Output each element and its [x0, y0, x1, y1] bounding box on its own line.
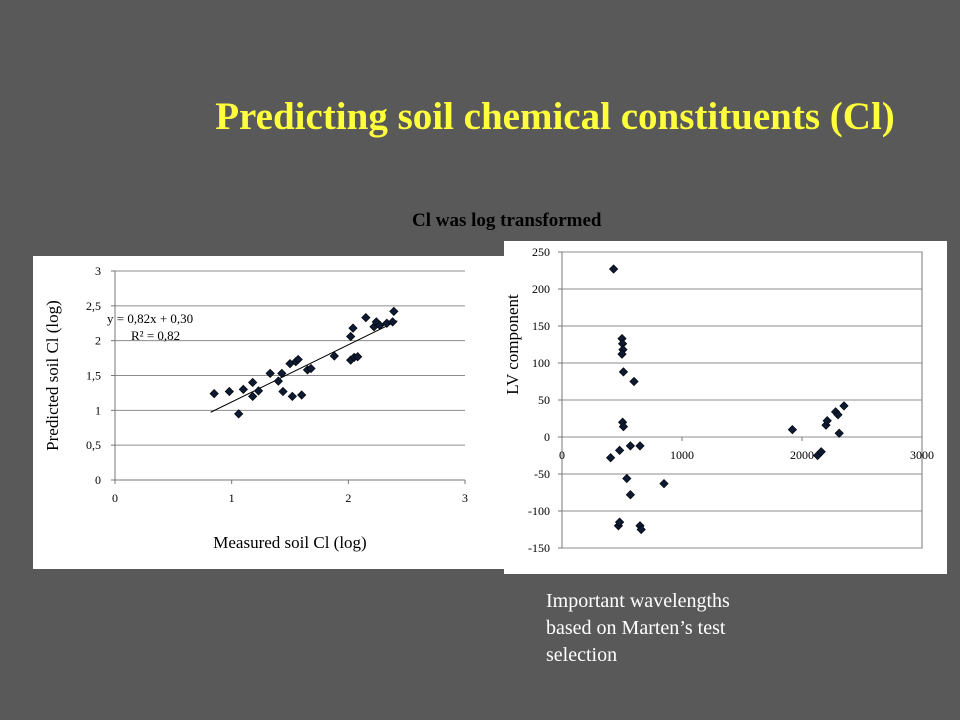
data-point — [625, 441, 636, 451]
data-point — [361, 313, 371, 323]
note-line: Important wavelengths — [546, 590, 730, 612]
data-point — [629, 376, 639, 387]
data-point — [348, 323, 358, 333]
data-point — [617, 349, 627, 359]
x-tick-label: 1 — [229, 491, 235, 505]
data-point — [614, 445, 625, 455]
data-point — [625, 490, 636, 500]
data-point — [248, 391, 258, 402]
y-tick-label: 2,5 — [86, 299, 101, 313]
trendline — [210, 320, 398, 413]
y-tick-label: 150 — [532, 319, 550, 333]
wavelength-note: Important wavelengths based on Marten’s … — [546, 588, 806, 669]
data-point — [821, 420, 831, 430]
x-tick-label: 2 — [345, 491, 351, 505]
data-point — [622, 473, 632, 484]
note-line: selection — [546, 644, 618, 666]
y-tick-label: 0 — [544, 430, 550, 444]
y-tick-label: 2 — [95, 334, 101, 348]
data-point — [636, 524, 646, 535]
data-point — [234, 409, 244, 419]
x-tick-label: 2000 — [790, 448, 814, 462]
data-point — [816, 447, 826, 457]
y-tick-label: 100 — [532, 356, 550, 370]
data-point — [608, 264, 619, 274]
data-point — [209, 388, 219, 399]
data-point — [353, 352, 363, 362]
data-point — [273, 376, 283, 386]
data-point — [293, 354, 303, 365]
data-point — [265, 368, 275, 379]
x-axis-label: Measured soil Cl (log) — [213, 533, 366, 552]
y-axis-label: LV component — [503, 294, 522, 395]
data-point — [375, 320, 385, 330]
y-axis-label: Predicted soil Cl (log) — [43, 300, 62, 451]
data-point — [329, 351, 339, 361]
trendline-equation: y = 0,82x + 0,30 — [107, 311, 193, 326]
data-point — [822, 416, 832, 426]
data-point — [833, 410, 843, 420]
y-tick-label: -100 — [528, 504, 550, 518]
data-point — [287, 391, 297, 402]
data-point — [297, 390, 307, 400]
lv-component-scatter-chart: -150 -100 -50 0 50 100 150 200 250 0 1000 2000 3000 L… — [503, 245, 934, 555]
data-point — [635, 441, 645, 451]
x-tick-label: 1000 — [670, 448, 694, 462]
data-point — [238, 384, 248, 395]
data-point — [388, 317, 398, 327]
prediction-scatter-chart: 0 0,5 1 1,5 2 2,5 3 0 1 2 3 y = 0,82x + 0,30 R² = 0,… — [43, 264, 468, 552]
x-tick-label: 0 — [112, 491, 118, 505]
data-point — [248, 377, 258, 388]
data-point — [659, 478, 669, 489]
data-point — [839, 401, 849, 411]
y-tick-label: 50 — [538, 393, 550, 407]
x-tick-label: 0 — [559, 448, 565, 462]
data-point — [278, 386, 288, 397]
y-tick-label: 200 — [532, 282, 550, 296]
y-tick-label: -50 — [534, 467, 550, 481]
data-point — [787, 424, 798, 435]
r-squared-label: R² = 0,82 — [131, 328, 180, 343]
data-point — [605, 453, 616, 463]
data-point — [346, 331, 356, 342]
y-tick-label: 3 — [95, 264, 101, 278]
y-tick-label: 250 — [532, 245, 550, 259]
y-tick-label: 0 — [95, 473, 101, 487]
data-point — [618, 367, 629, 377]
data-point — [224, 386, 234, 397]
y-tick-label: 1,5 — [86, 369, 101, 383]
data-point — [614, 517, 625, 527]
y-tick-label: 0,5 — [86, 438, 101, 452]
data-point — [618, 422, 629, 432]
data-point — [834, 428, 844, 438]
slide-subtitle: Cl was log transformed — [412, 210, 602, 231]
y-tick-label: -150 — [528, 541, 550, 555]
chart-panel-prediction: 0 0,5 1 1,5 2 2,5 3 0 1 2 3 y = 0,82x + 0,30 R² = 0,… — [33, 256, 508, 569]
x-tick-label: 3000 — [910, 448, 934, 462]
slide-title: Predicting soil chemical constituents (C… — [215, 95, 895, 138]
data-point — [277, 368, 287, 379]
chart-panel-lv-component: -150 -100 -50 0 50 100 150 200 250 0 1000 2000 3000 L… — [503, 241, 947, 574]
y-tick-label: 1 — [95, 403, 101, 417]
data-point — [389, 306, 399, 317]
data-point — [253, 386, 264, 396]
x-tick-label: 3 — [462, 491, 468, 505]
note-line: based on Marten’s test — [546, 617, 726, 639]
data-point — [306, 363, 316, 374]
